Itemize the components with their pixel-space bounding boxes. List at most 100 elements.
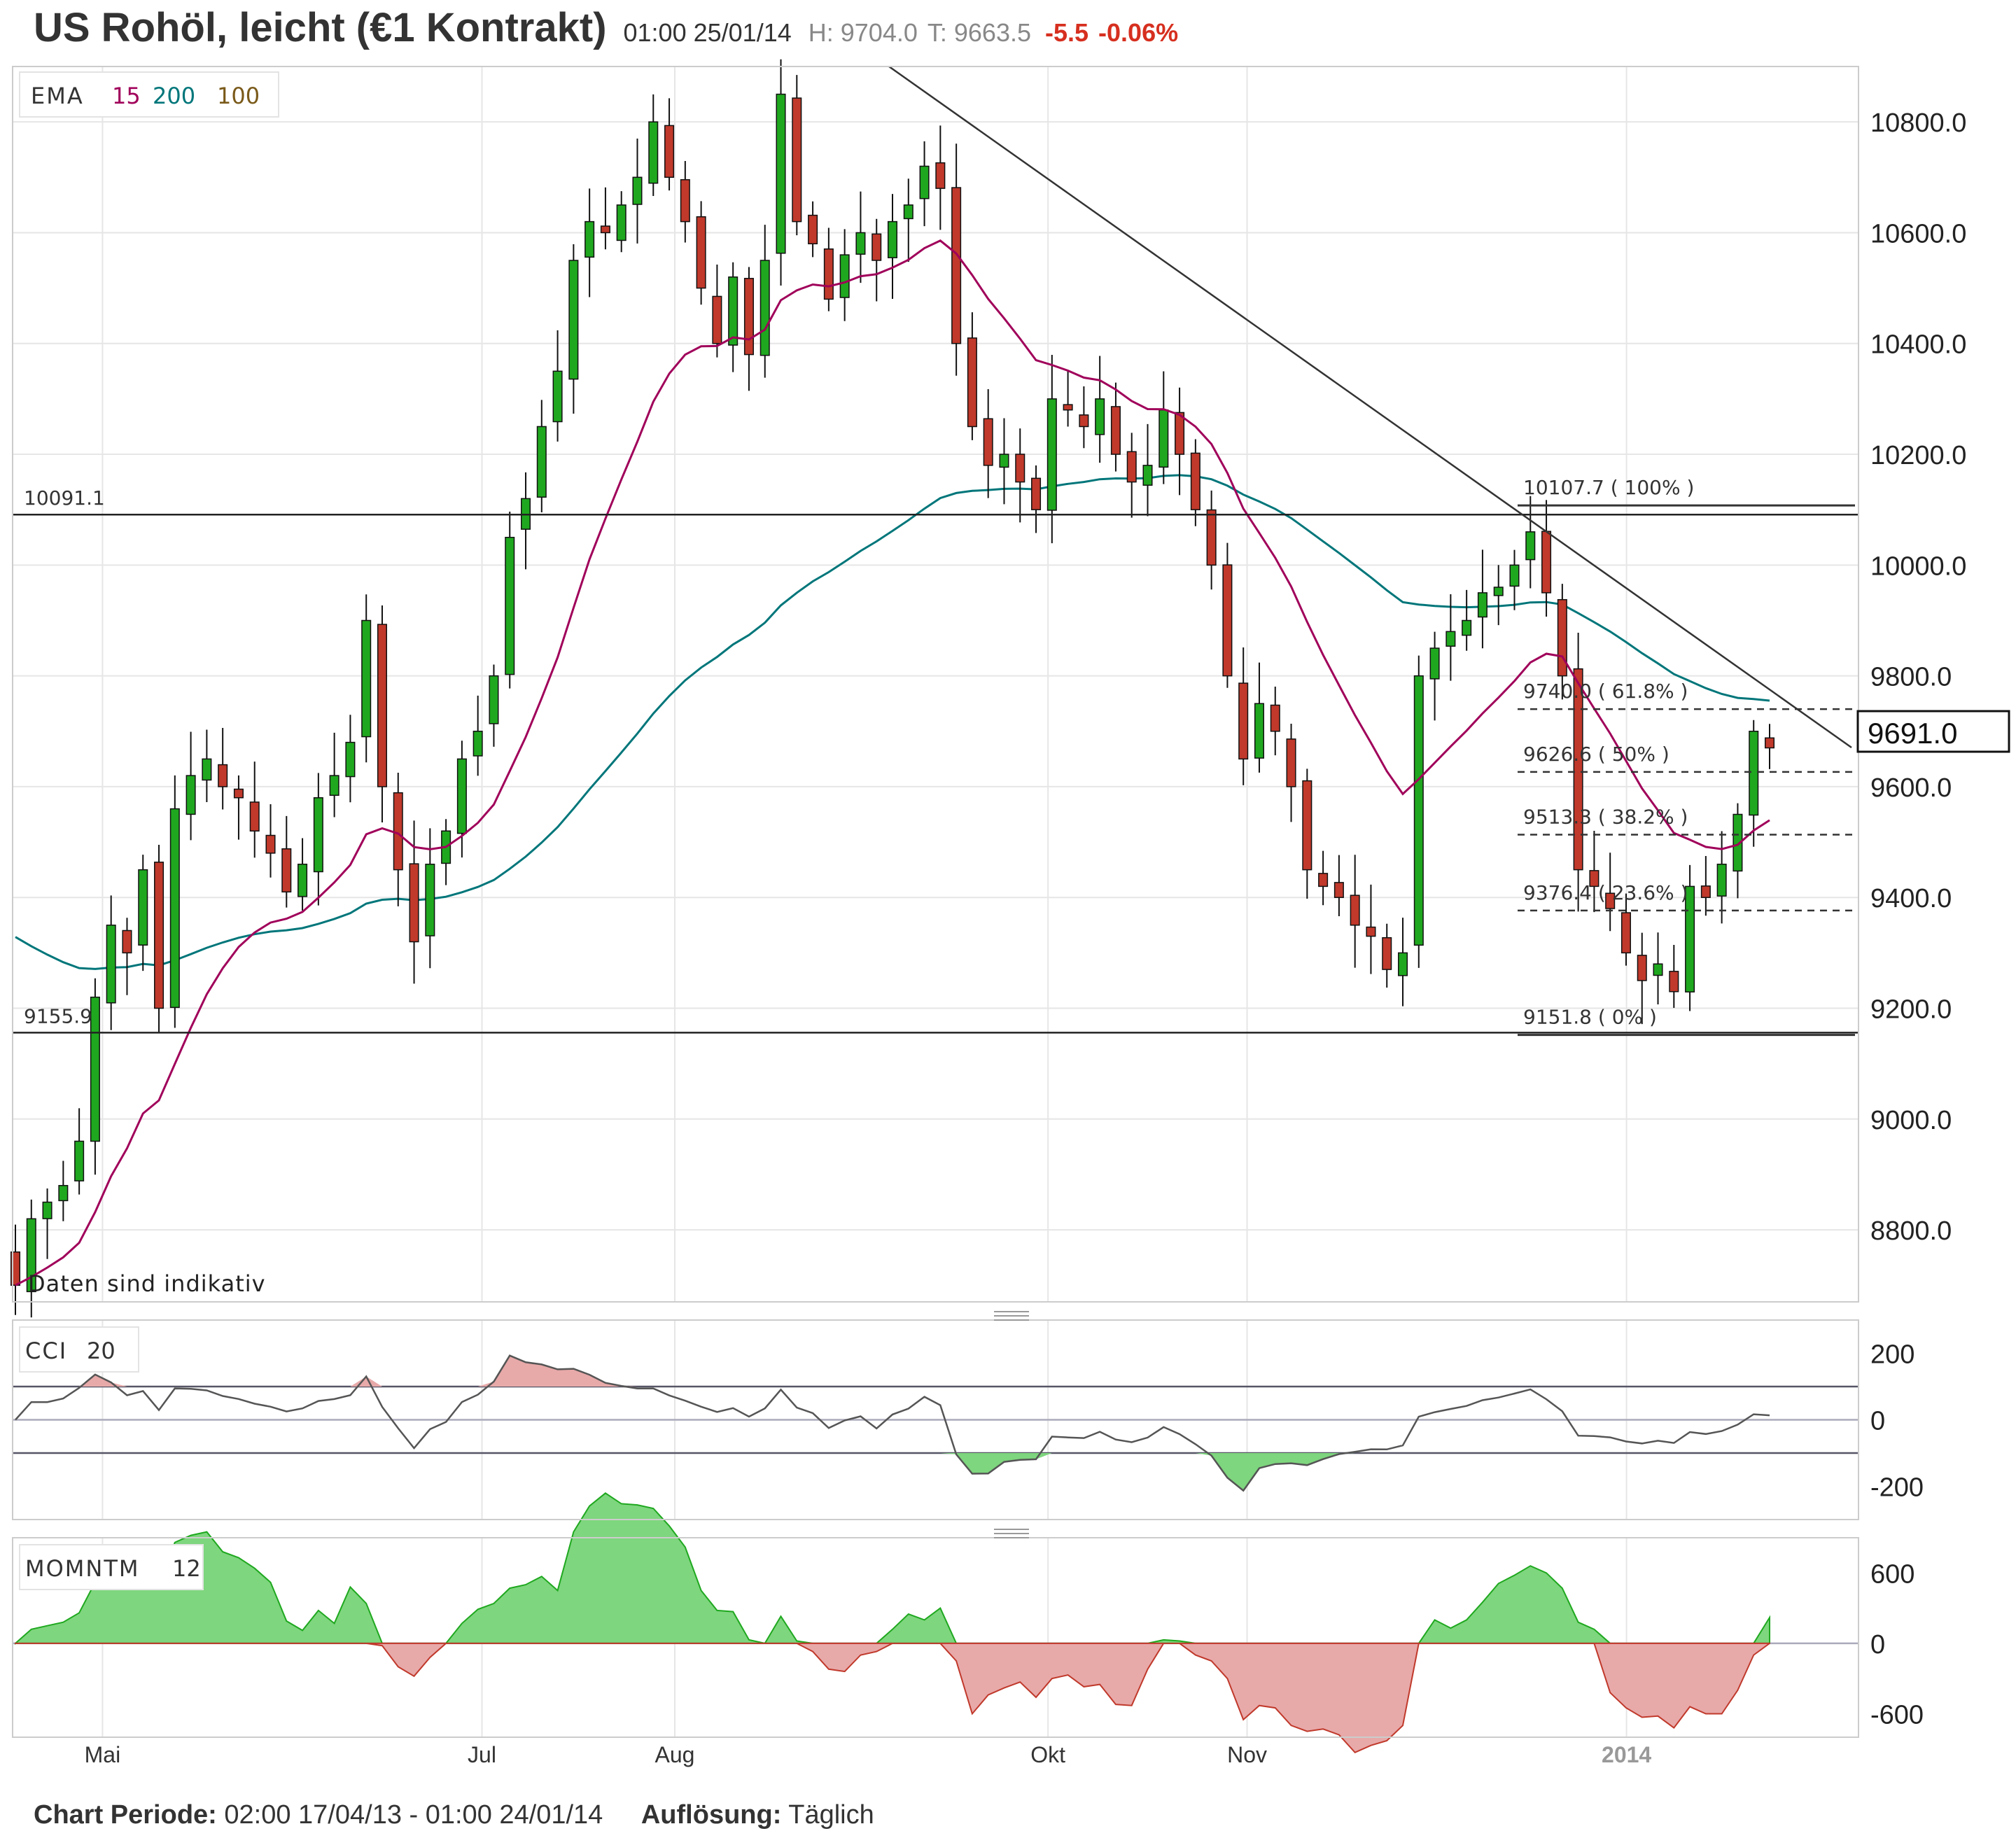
- candle-down: [1700, 885, 1711, 898]
- candle-down: [1637, 955, 1647, 981]
- candle-down: [122, 929, 132, 954]
- candle-down: [265, 834, 276, 854]
- candle-up: [919, 165, 930, 199]
- candle-up: [1429, 647, 1440, 680]
- header-change: -5.5: [1045, 18, 1089, 47]
- candle-up: [1095, 398, 1105, 435]
- fib-level-label: 9151.8 ( 0% ): [1523, 1006, 1657, 1029]
- candle-up: [1413, 675, 1424, 946]
- x-tick-label: Jul: [468, 1742, 496, 1767]
- candle-down: [808, 214, 818, 245]
- candle-up: [839, 254, 850, 298]
- candle-up: [1493, 587, 1504, 596]
- x-axis: Mai Jul Aug Okt Nov 2014: [85, 1742, 1652, 1767]
- candle-up: [903, 204, 913, 220]
- y-tick-label: 10400.0: [1870, 330, 1966, 360]
- candle-down: [1015, 454, 1026, 483]
- cci-legend: CCI 20: [19, 1326, 139, 1373]
- candle-up: [536, 426, 547, 498]
- candle-up: [74, 1140, 85, 1181]
- price-chart[interactable]: 10091.1 9155.9 10107.7 ( 100% ) 9740.0 ( 61…: [0, 0, 2016, 1792]
- candle-down: [1334, 882, 1344, 898]
- candle-up: [1732, 813, 1743, 872]
- candle-up: [329, 775, 340, 797]
- main-panel-frame: [12, 66, 1859, 1303]
- candle-up: [1716, 863, 1727, 897]
- candle-up: [489, 675, 499, 724]
- candle-up: [648, 121, 659, 184]
- ema-200-line: [15, 474, 1770, 970]
- candle-up: [616, 204, 626, 241]
- candle-down: [1382, 936, 1392, 970]
- momentum-legend-period: 12: [172, 1555, 201, 1582]
- candle-up: [1046, 398, 1057, 511]
- candle-up: [456, 758, 467, 834]
- y-tick-label: 9600.0: [1870, 773, 1952, 803]
- candle-down: [872, 233, 882, 261]
- candle-up: [1462, 619, 1472, 636]
- candle-down: [218, 764, 228, 787]
- cci-tick-label: 200: [1870, 1340, 1914, 1370]
- momentum-panel: [13, 1492, 1858, 1754]
- candle-up: [1685, 885, 1695, 992]
- header-high: H: 9704.0: [808, 18, 918, 47]
- cci-legend-period: 20: [87, 1338, 115, 1364]
- y-tick-label: 10200.0: [1870, 441, 1966, 470]
- resolution-label: Auflösung:: [640, 1800, 782, 1830]
- candle-down: [823, 248, 834, 300]
- momentum-legend-label: MOMNTM: [25, 1555, 140, 1582]
- panel-resize-handle[interactable]: [994, 1311, 1029, 1321]
- candle-up: [1509, 564, 1520, 587]
- x-tick-label: Okt: [1030, 1742, 1065, 1767]
- candle-up: [1525, 531, 1536, 561]
- y-tick-label: 10600.0: [1870, 219, 1966, 248]
- y-tick-label: 10800.0: [1870, 108, 1966, 138]
- candle-down: [1350, 895, 1360, 926]
- candle-down: [1206, 509, 1217, 566]
- horizontal-line-label: 10091.1: [24, 486, 105, 510]
- candle-down: [393, 792, 403, 871]
- candle-down: [1573, 668, 1583, 871]
- candle-down: [1079, 414, 1089, 428]
- candle-up: [186, 775, 196, 815]
- y-tick-label: 9000.0: [1870, 1106, 1952, 1135]
- candle-down: [600, 225, 610, 234]
- candle-up: [106, 925, 116, 1004]
- candle-down: [1190, 452, 1200, 510]
- candle-down: [792, 97, 802, 223]
- candle-down: [249, 801, 260, 832]
- overlay-lines: 10091.1 9155.9 10107.7 ( 100% ) 9740.0 ( 61…: [13, 65, 1858, 1037]
- candle-down: [680, 178, 690, 223]
- candle-down: [1605, 892, 1616, 909]
- ema-15-legend: 15: [112, 83, 141, 109]
- y-tick-label: 9200.0: [1870, 995, 1952, 1025]
- candle-down: [1063, 404, 1073, 411]
- candle-down: [377, 624, 387, 787]
- ema-15-path: [15, 239, 1770, 1286]
- candle-up: [42, 1201, 52, 1219]
- header-change-pct: -0.06%: [1098, 18, 1179, 47]
- header-tick: T: 9663.5: [927, 18, 1031, 47]
- candle-up: [1477, 592, 1488, 618]
- candle-up: [1142, 465, 1153, 486]
- momentum-tick-label: 0: [1870, 1630, 1885, 1660]
- ema-legend-label: EMA: [31, 83, 84, 109]
- candle-up: [887, 220, 898, 258]
- ema-200-path: [15, 474, 1770, 970]
- ema-legend: EMA 15 200 100: [19, 71, 279, 118]
- candle-up: [361, 619, 372, 738]
- candle-up: [1749, 731, 1759, 816]
- candle-up: [425, 863, 435, 936]
- candle-down: [233, 788, 244, 799]
- ema-15-line: [15, 239, 1770, 1286]
- candle-up: [26, 1218, 36, 1293]
- y-tick-label: 9800.0: [1870, 663, 1952, 692]
- panel-resize-handle[interactable]: [994, 1529, 1029, 1538]
- candle-down: [1175, 412, 1185, 455]
- candle-up: [505, 537, 515, 675]
- candle-down: [664, 125, 675, 178]
- x-tick-label: Aug: [655, 1742, 695, 1767]
- candle-up: [632, 176, 643, 205]
- y-tick-label: 9400.0: [1870, 884, 1952, 913]
- y-tick-label: 8800.0: [1870, 1216, 1952, 1246]
